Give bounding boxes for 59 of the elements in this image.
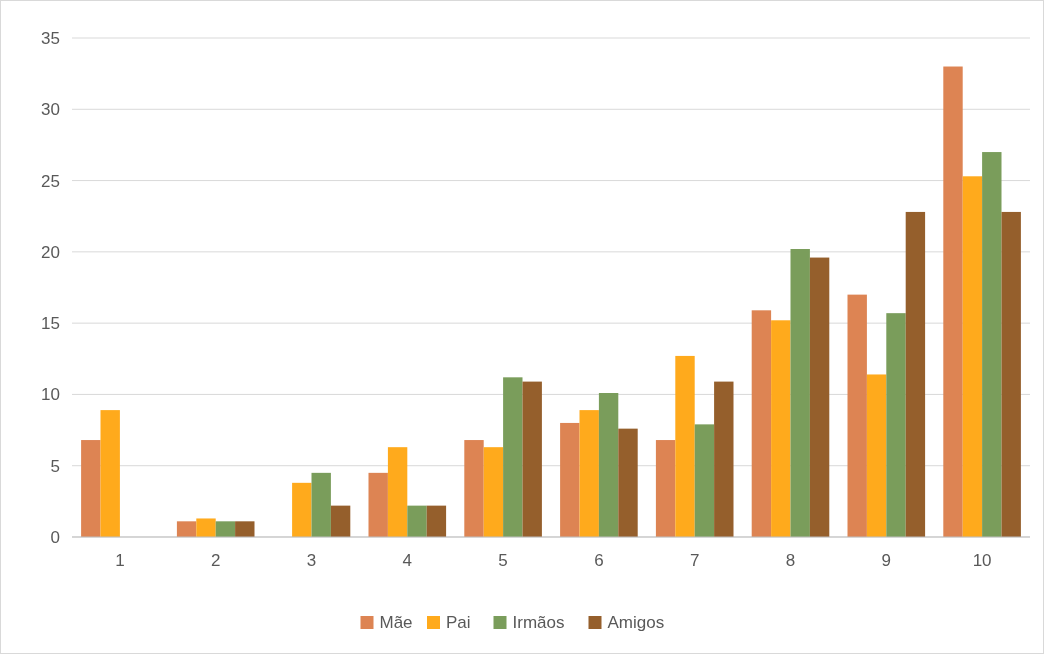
bar — [311, 472, 331, 537]
x-tick-label: 9 — [881, 551, 892, 570]
x-tick-label: 10 — [972, 551, 992, 570]
x-tick-label: 8 — [785, 551, 796, 570]
bar — [368, 472, 388, 537]
x-tick-label: 3 — [306, 551, 317, 570]
bar — [407, 505, 427, 537]
bar — [943, 66, 963, 537]
x-tick-label: 7 — [689, 551, 700, 570]
bar — [464, 440, 484, 537]
x-tick-label: 5 — [498, 551, 508, 570]
bar — [522, 381, 542, 537]
bar — [330, 505, 351, 537]
bar — [81, 440, 101, 537]
x-tick-label: 1 — [115, 551, 125, 570]
bar — [503, 377, 523, 537]
y-tick-label: 0 — [50, 527, 60, 547]
bar — [809, 257, 830, 537]
bar — [675, 355, 695, 537]
bar — [714, 381, 734, 537]
legend-label: Mãe — [379, 612, 413, 632]
legend-label: Amigos — [607, 612, 665, 632]
x-tick-label: 6 — [594, 551, 604, 570]
y-tick-label: 10 — [41, 385, 60, 405]
bar — [1001, 211, 1021, 537]
bar — [215, 521, 236, 537]
bar — [560, 422, 580, 537]
bar — [483, 447, 504, 537]
legend-label: Irmãos — [512, 612, 565, 632]
bar — [292, 482, 312, 537]
x-tick-label: 4 — [402, 551, 413, 570]
bar — [176, 521, 197, 537]
bar — [235, 521, 255, 537]
bar — [694, 424, 715, 537]
y-tick-label: 5 — [50, 456, 60, 476]
legend-label: Pai — [446, 612, 471, 632]
x-tick-label: 2 — [210, 551, 221, 570]
bar — [618, 428, 638, 537]
bar — [426, 505, 447, 537]
bar — [579, 410, 599, 537]
bar — [387, 447, 408, 537]
bar — [866, 374, 887, 537]
bar — [847, 294, 867, 537]
bar — [982, 152, 1002, 537]
y-tick-label: 15 — [41, 314, 60, 334]
y-tick-label: 30 — [41, 100, 60, 120]
y-tick-label: 35 — [41, 28, 60, 48]
bar — [598, 393, 619, 537]
y-tick-label: 25 — [41, 171, 60, 191]
bar — [751, 310, 772, 537]
bar — [790, 249, 810, 537]
y-tick-label: 20 — [41, 242, 60, 262]
bar — [771, 320, 791, 537]
bar — [100, 410, 120, 537]
bar — [196, 518, 216, 537]
bar — [655, 440, 676, 537]
bar — [886, 313, 906, 537]
bar — [905, 211, 926, 537]
bar — [962, 176, 983, 537]
